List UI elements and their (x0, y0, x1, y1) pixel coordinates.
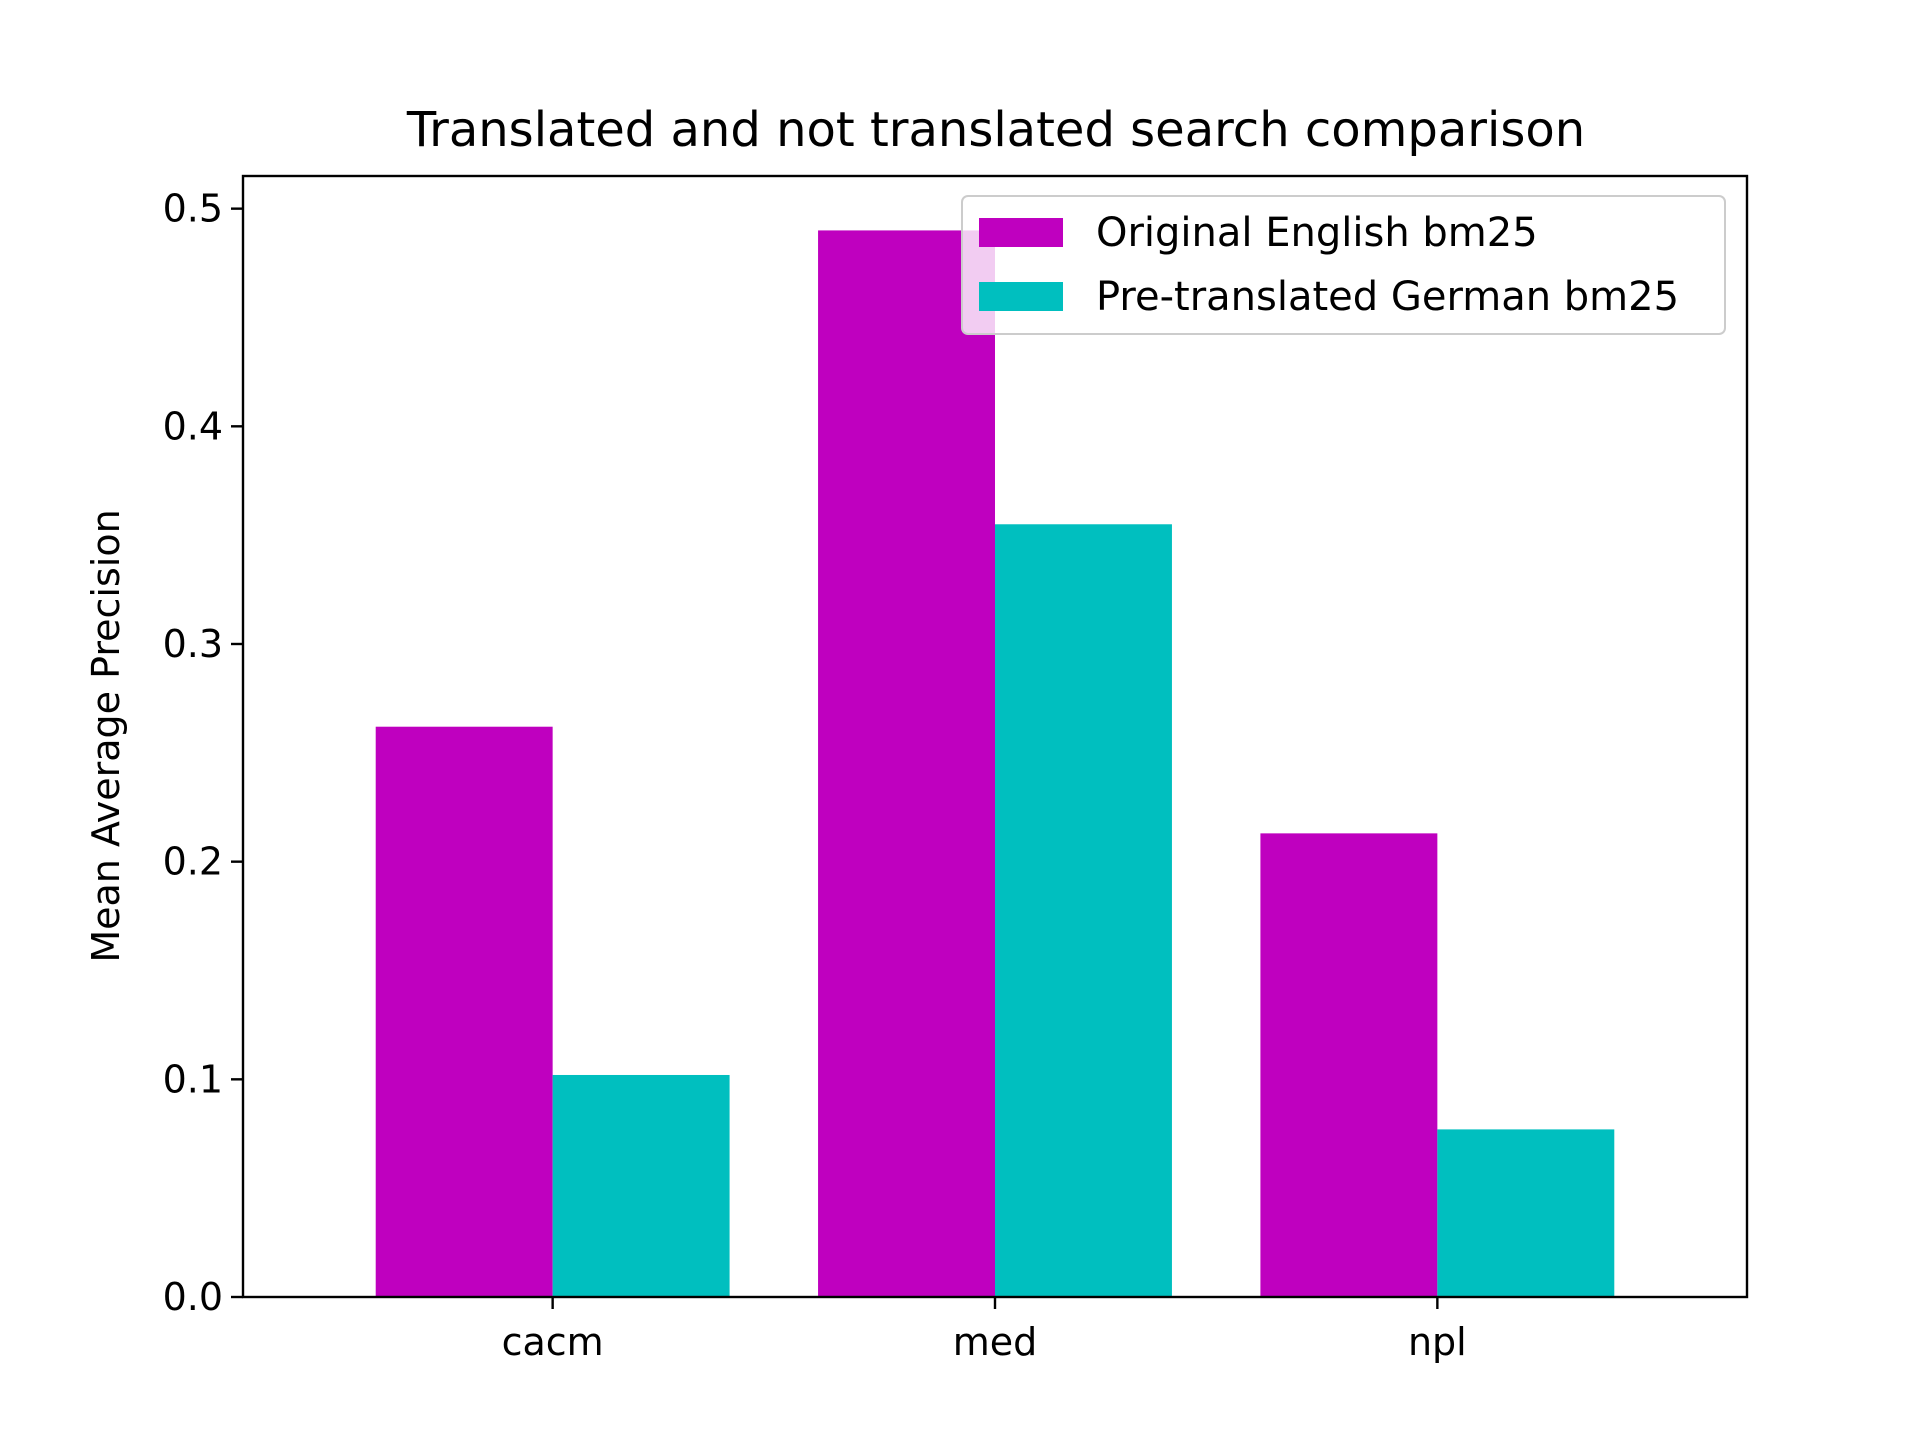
plot-area-frame (241, 174, 1749, 1299)
y-tick-label: 0.1 (163, 1057, 223, 1101)
x-tick-label-npl: npl (1408, 1320, 1467, 1364)
bar-cacm-series-0 (375, 726, 553, 1297)
y-tick-label: 0.2 (163, 840, 223, 884)
y-axis: 0.0 0.1 0.2 0.3 0.4 0.5 (163, 187, 243, 1319)
bar-npl-series-1 (1437, 1129, 1615, 1297)
bar-med-series-1 (995, 524, 1172, 1297)
x-tick-label-med: med (953, 1320, 1038, 1364)
bar-med-series-0 (818, 230, 995, 1297)
bar-npl-series-0 (1260, 833, 1438, 1297)
legend-swatch-pretranslated-german (979, 282, 1063, 311)
legend-label-pretranslated-german: Pre-translated German bm25 (1096, 274, 1679, 320)
y-tick-label: 0.3 (163, 622, 223, 666)
legend-box (961, 195, 1726, 335)
y-tick-label: 0.0 (163, 1275, 223, 1319)
legend: Original English bm25 Pre-translated Ger… (961, 195, 1726, 335)
legend-swatch-original-english (979, 218, 1063, 247)
legend-label-original-english: Original English bm25 (1096, 210, 1538, 256)
chart-title: Translated and not translated search com… (406, 102, 1585, 158)
bars-group (375, 230, 1615, 1297)
x-axis: cacm med npl (502, 1297, 1467, 1364)
bar-cacm-series-1 (552, 1074, 730, 1297)
y-axis-label: Mean Average Precision (84, 509, 128, 962)
x-tick-label-cacm: cacm (502, 1320, 604, 1364)
y-tick-label: 0.5 (163, 187, 223, 231)
y-tick-label: 0.4 (163, 404, 223, 448)
